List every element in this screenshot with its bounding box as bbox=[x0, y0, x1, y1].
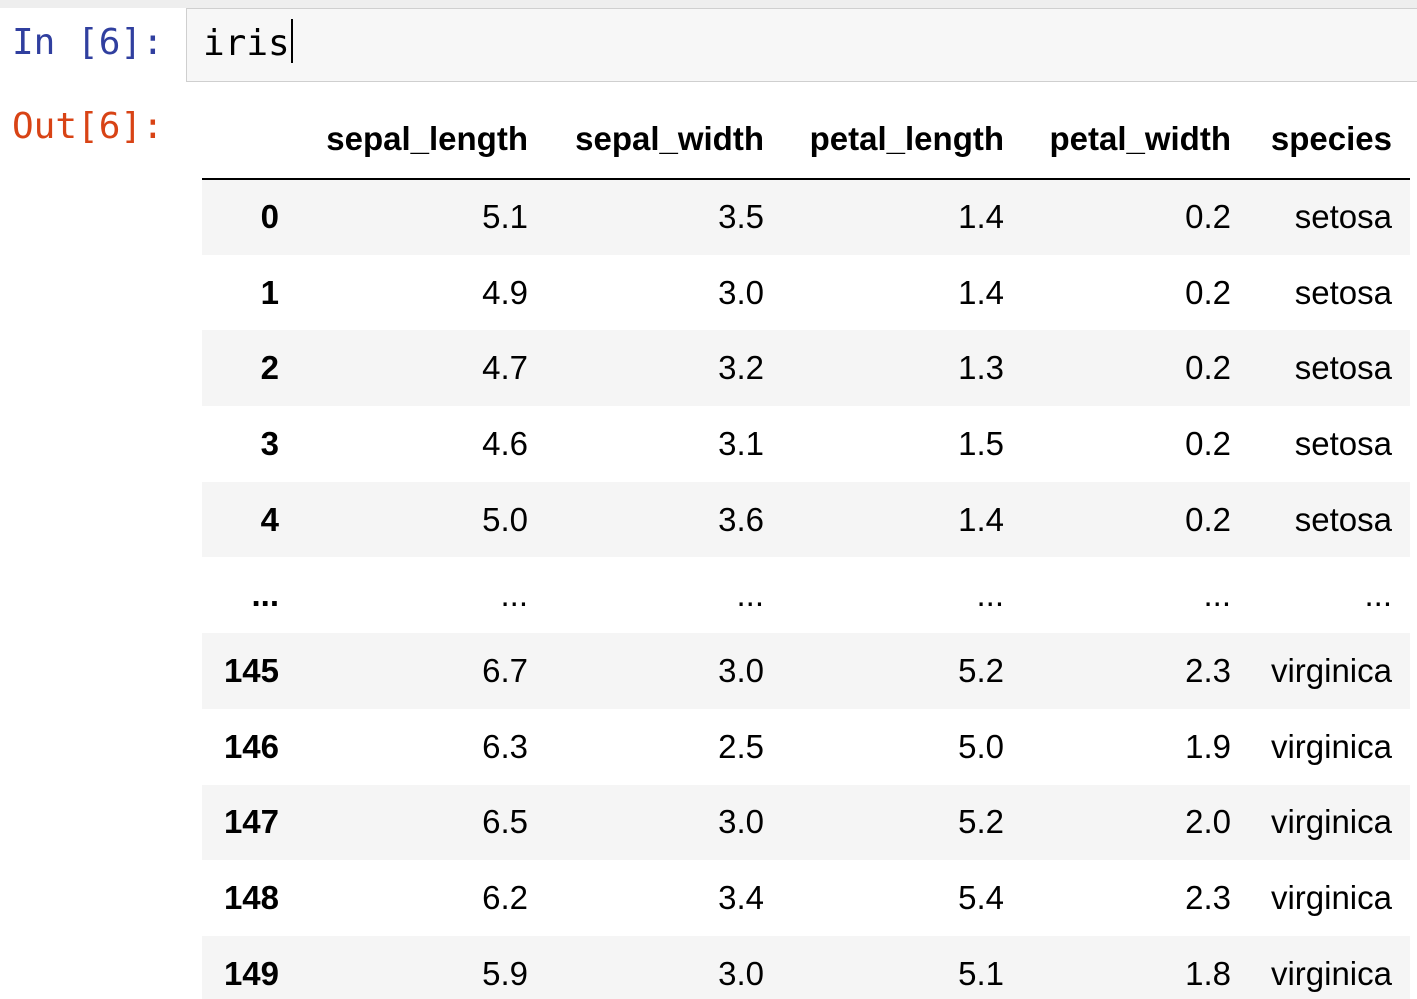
table-cell: 2.3 bbox=[1185, 879, 1231, 917]
text-cursor bbox=[290, 19, 293, 63]
table-cell: 2.3 bbox=[1185, 651, 1231, 689]
table-cell: 3.0 bbox=[718, 803, 764, 841]
table-row: 146 6.3 2.5 5.0 1.9 virginica bbox=[202, 708, 1410, 785]
table-row: 148 6.2 3.4 5.4 2.3 virginica bbox=[202, 860, 1410, 936]
table-cell: 6.7 bbox=[482, 651, 528, 689]
table-cell: 3.5 bbox=[718, 198, 764, 236]
index-header bbox=[202, 100, 297, 180]
table-cell: 5.1 bbox=[958, 954, 1004, 992]
ellipsis-row: ... ... ... ... ... ... bbox=[202, 557, 1410, 634]
table-cell: 1.9 bbox=[1185, 727, 1231, 765]
row-index: 145 bbox=[223, 651, 279, 689]
table-cell: ... bbox=[976, 576, 1004, 614]
table-cell: virginica bbox=[1270, 803, 1392, 841]
column-header: sepal_width bbox=[546, 100, 782, 180]
row-index: 147 bbox=[223, 803, 279, 841]
column-header: petal_length bbox=[782, 100, 1022, 180]
column-header: species bbox=[1249, 100, 1410, 180]
code-input-cell[interactable]: iris bbox=[186, 8, 1417, 82]
table-row: 149 5.9 3.0 5.1 1.8 virginica bbox=[202, 935, 1410, 999]
table-row: 2 4.7 3.2 1.3 0.2 setosa bbox=[202, 330, 1410, 407]
row-index: ... bbox=[251, 576, 279, 614]
table-cell: 5.0 bbox=[482, 500, 528, 538]
table-cell: 5.2 bbox=[958, 803, 1004, 841]
table-cell: 1.4 bbox=[958, 273, 1004, 311]
table-row: 0 5.1 3.5 1.4 0.2 setosa bbox=[202, 179, 1410, 255]
table-row: 3 4.6 3.1 1.5 0.2 setosa bbox=[202, 406, 1410, 482]
table-cell: 4.6 bbox=[482, 424, 528, 462]
input-prompt: In [6]: bbox=[12, 22, 164, 63]
row-index: 3 bbox=[260, 424, 279, 462]
table-cell: 6.3 bbox=[482, 727, 528, 765]
row-index: 4 bbox=[260, 500, 279, 538]
table-cell: 6.5 bbox=[482, 803, 528, 841]
table-cell: 2.5 bbox=[718, 727, 764, 765]
table-cell: ... bbox=[1364, 576, 1392, 614]
table-cell: 3.0 bbox=[718, 954, 764, 992]
table-row: 147 6.5 3.0 5.2 2.0 virginica bbox=[202, 784, 1410, 861]
table-cell: 1.8 bbox=[1185, 954, 1231, 992]
row-index: 148 bbox=[223, 879, 279, 917]
table-cell: 5.2 bbox=[958, 651, 1004, 689]
table-cell: virginica bbox=[1270, 954, 1392, 992]
table-cell: 3.0 bbox=[718, 273, 764, 311]
table-cell: 3.2 bbox=[718, 349, 764, 387]
table-cell: setosa bbox=[1294, 273, 1392, 311]
table-cell: ... bbox=[1203, 576, 1231, 614]
table-cell: 3.4 bbox=[718, 879, 764, 917]
table-cell: virginica bbox=[1270, 651, 1392, 689]
row-index: 0 bbox=[260, 198, 279, 236]
header-row: sepal_length sepal_width petal_length pe… bbox=[202, 100, 1410, 180]
table-cell: ... bbox=[500, 576, 528, 614]
row-index: 146 bbox=[223, 727, 279, 765]
table-cell: 1.4 bbox=[958, 198, 1004, 236]
table-cell: 5.4 bbox=[958, 879, 1004, 917]
table-cell: 5.1 bbox=[482, 198, 528, 236]
code-text: iris bbox=[203, 23, 290, 64]
table-cell: virginica bbox=[1270, 879, 1392, 917]
table-cell: 3.0 bbox=[718, 651, 764, 689]
dataframe-table: sepal_length sepal_width petal_length pe… bbox=[202, 100, 1410, 999]
table-row: 145 6.7 3.0 5.2 2.3 virginica bbox=[202, 633, 1410, 709]
table-cell: ... bbox=[736, 576, 764, 614]
column-header: petal_width bbox=[1022, 100, 1249, 180]
table-cell: setosa bbox=[1294, 349, 1392, 387]
table-row: 1 4.9 3.0 1.4 0.2 setosa bbox=[202, 254, 1410, 331]
table-cell: 1.4 bbox=[958, 500, 1004, 538]
table-cell: 4.7 bbox=[482, 349, 528, 387]
table-cell: setosa bbox=[1294, 198, 1392, 236]
table-cell: setosa bbox=[1294, 500, 1392, 538]
table-cell: setosa bbox=[1294, 424, 1392, 462]
table-cell: 5.0 bbox=[958, 727, 1004, 765]
table-row: 4 5.0 3.6 1.4 0.2 setosa bbox=[202, 481, 1410, 558]
table-cell: 2.0 bbox=[1185, 803, 1231, 841]
row-index: 1 bbox=[260, 273, 279, 311]
table-cell: 1.3 bbox=[958, 349, 1004, 387]
table-cell: 6.2 bbox=[482, 879, 528, 917]
table-cell: 3.1 bbox=[718, 424, 764, 462]
row-index: 2 bbox=[260, 349, 279, 387]
table-cell: 1.5 bbox=[958, 424, 1004, 462]
table-cell: 0.2 bbox=[1185, 424, 1231, 462]
table-cell: 5.9 bbox=[482, 954, 528, 992]
toolbar-edge bbox=[0, 0, 1417, 8]
table-cell: 0.2 bbox=[1185, 198, 1231, 236]
table-cell: virginica bbox=[1270, 727, 1392, 765]
table-cell: 0.2 bbox=[1185, 273, 1231, 311]
table-cell: 3.6 bbox=[718, 500, 764, 538]
row-index: 149 bbox=[223, 954, 279, 992]
table-cell: 4.9 bbox=[482, 273, 528, 311]
table-cell: 0.2 bbox=[1185, 349, 1231, 387]
column-header: sepal_length bbox=[297, 100, 546, 180]
output-prompt: Out[6]: bbox=[12, 106, 164, 147]
dataframe-output: sepal_length sepal_width petal_length pe… bbox=[202, 100, 1410, 999]
table-cell: 0.2 bbox=[1185, 500, 1231, 538]
code-editor[interactable]: iris bbox=[203, 19, 293, 67]
